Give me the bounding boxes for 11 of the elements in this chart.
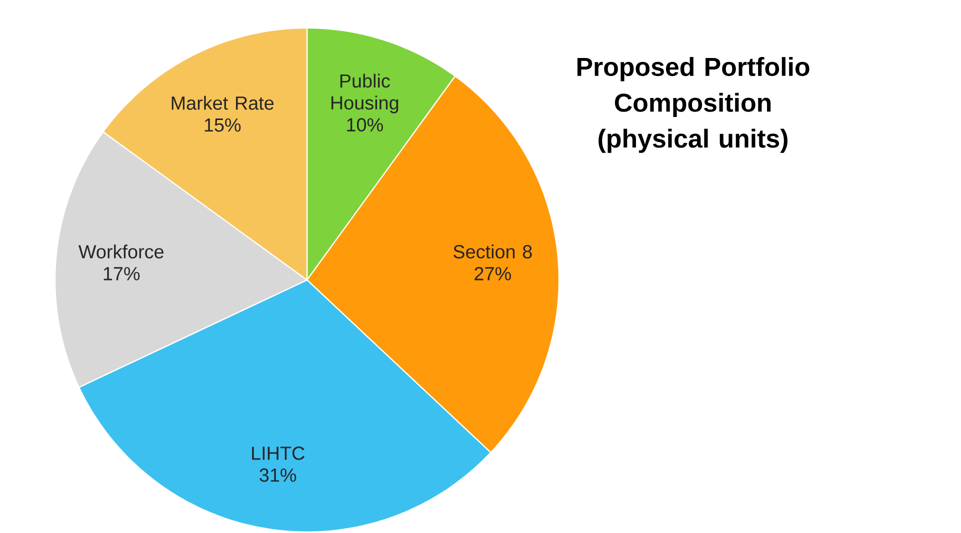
slice-label: Workforce (78, 244, 164, 258)
data-label: 15% (204, 118, 241, 132)
data-label: 27% (474, 266, 511, 280)
data-label: 17% (104, 267, 140, 280)
slice-label: Section 8 (454, 244, 532, 258)
slice-label: Market Rate (172, 96, 274, 110)
text: Proposed Portfolio Composition (physical units) (577, 57, 810, 153)
data-label: 10% (347, 118, 383, 132)
data-label: 31% (260, 468, 296, 482)
slice-label: Public Housing (331, 74, 398, 114)
slice-label: LIHTC (252, 446, 304, 460)
